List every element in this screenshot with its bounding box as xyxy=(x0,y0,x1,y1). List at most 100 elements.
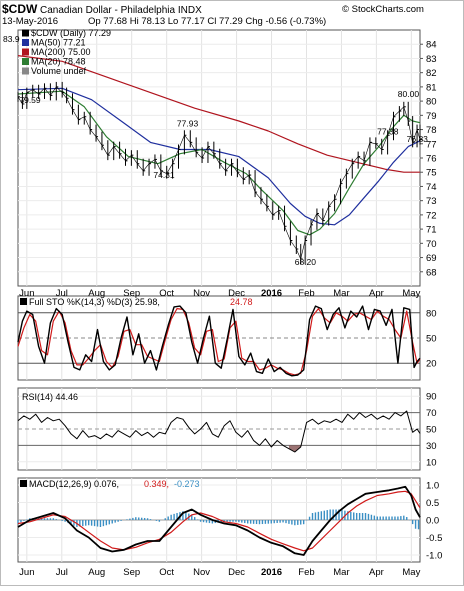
macd-ytick-label: -1.0 xyxy=(426,551,442,562)
macd-histogram-bar xyxy=(276,520,277,523)
macd-histogram-bar xyxy=(274,520,275,523)
macd-histogram-bar xyxy=(371,515,372,520)
x-tick-label: Oct xyxy=(159,288,174,299)
price-ytick-label: 83 xyxy=(426,54,437,65)
macd-histogram-bar xyxy=(350,512,351,520)
rsi-plot-area xyxy=(18,388,420,470)
price-legend-swatch xyxy=(22,39,29,46)
macd-histogram-bar xyxy=(144,518,145,520)
x-tick-label: May xyxy=(402,288,420,299)
macd-histogram-bar xyxy=(147,518,148,520)
macd-histogram-bar xyxy=(97,520,98,527)
x-tick-label-bottom: Apr xyxy=(369,567,384,578)
x-tick-label-bottom: Mar xyxy=(333,567,349,578)
x-tick-label: Sep xyxy=(123,288,140,299)
macd-histogram-bar xyxy=(109,520,110,524)
macd-histogram-bar xyxy=(138,517,139,520)
x-tick-label-bottom: Oct xyxy=(159,567,174,578)
stochastic-ytick-label: 50 xyxy=(426,334,437,345)
rsi-ytick-label: 30 xyxy=(426,441,437,452)
x-tick-label: Apr xyxy=(369,288,384,299)
macd-histogram-bar xyxy=(173,514,174,520)
macd-histogram-bar xyxy=(380,517,381,521)
x-tick-label-bottom: Jul xyxy=(56,567,68,578)
macd-histogram-bar xyxy=(265,520,266,524)
macd-histogram-bar xyxy=(321,511,322,520)
x-tick-label-bottom: Aug xyxy=(88,567,105,578)
x-tick-label: Feb xyxy=(298,288,314,299)
macd-histogram-bar xyxy=(165,518,166,520)
macd-histogram-bar xyxy=(94,520,95,526)
macd-histogram-bar xyxy=(100,520,101,527)
price-ytick-label: 71 xyxy=(426,225,437,236)
price-annotation: 79.59 xyxy=(19,95,41,105)
macd-histogram-bar xyxy=(394,517,395,521)
macd-histogram-bar xyxy=(120,520,121,521)
stochastic-plot-area xyxy=(18,296,420,380)
macd-histogram-bar xyxy=(309,517,310,520)
rsi-ytick-label: 10 xyxy=(426,457,437,468)
macd-histogram-bar xyxy=(253,520,254,524)
price-legend-label: MA(50) 77.21 xyxy=(31,38,86,48)
macd-histogram-bar xyxy=(418,520,419,529)
macd-histogram-bar xyxy=(85,520,86,526)
price-legend-swatch xyxy=(22,49,29,56)
macd-histogram-bar xyxy=(106,520,107,525)
macd-histogram-bar xyxy=(356,513,357,520)
rsi-ytick-label: 50 xyxy=(426,425,437,436)
price-annotation: 74.31 xyxy=(153,170,175,180)
price-legend-swatch xyxy=(22,58,29,65)
x-tick-label-bottom: Sep xyxy=(123,567,140,578)
x-tick-label: Jun xyxy=(19,288,34,299)
macd-histogram-bar xyxy=(365,513,366,520)
macd-histogram-bar xyxy=(250,520,251,524)
price-ytick-label: 84 xyxy=(426,40,437,51)
price-ytick-label: 76 xyxy=(426,154,437,165)
x-tick-label-bottom: May xyxy=(402,567,420,578)
macd-legend-label: MACD(12,26,9) 0.076, xyxy=(29,479,119,489)
x-tick-label-bottom: Dec xyxy=(228,567,245,578)
macd-histogram-bar xyxy=(368,514,369,520)
macd-histogram-bar xyxy=(114,520,115,523)
price-legend-swatch xyxy=(22,30,29,37)
macd-histogram-bar xyxy=(282,520,283,522)
price-ytick-label: 82 xyxy=(426,68,437,79)
price-ytick-label: 75 xyxy=(426,168,437,179)
stochastic-ytick-label: 20 xyxy=(426,359,437,370)
macd-histogram-bar xyxy=(385,517,386,521)
macd-legend-swatch xyxy=(20,480,27,487)
rsi-legend-label: RSI(14) 44.46 xyxy=(22,392,78,402)
price-annotation: 76.83 xyxy=(407,134,429,144)
macd-histogram-bar xyxy=(103,520,104,526)
macd-histogram-bar xyxy=(259,520,260,524)
macd-histogram-bar xyxy=(226,520,227,522)
price-annotation: 77.38 xyxy=(377,126,399,136)
macd-histogram-bar xyxy=(194,517,195,520)
macd-histogram-bar xyxy=(229,520,230,522)
macd-histogram-bar xyxy=(238,520,239,522)
macd-histogram-bar xyxy=(377,517,378,521)
x-tick-label: Mar xyxy=(333,288,349,299)
macd-histogram-bar xyxy=(206,520,207,523)
macd-histogram-bar xyxy=(64,520,65,522)
price-legend-swatch xyxy=(22,68,29,75)
macd-histogram-bar xyxy=(406,517,407,520)
macd-histogram-bar xyxy=(20,520,21,522)
macd-histogram-bar xyxy=(318,512,319,520)
macd-histogram-bar xyxy=(353,512,354,520)
macd-histogram-bar xyxy=(167,517,168,521)
chart-date: 13-May-2016 xyxy=(2,16,58,27)
macd-histogram-bar xyxy=(297,520,298,525)
macd-histogram-bar xyxy=(362,513,363,520)
price-annotation: 77.93 xyxy=(177,119,199,129)
macd-histogram-bar xyxy=(47,518,48,520)
macd-histogram-bar xyxy=(397,517,398,521)
macd-histogram-bar xyxy=(126,519,127,520)
macd-histogram-bar xyxy=(141,518,142,520)
macd-histogram-bar xyxy=(415,520,416,529)
macd-histogram-bar xyxy=(156,520,157,521)
macd-ytick-label: 1.0 xyxy=(426,481,439,492)
macd-histogram-bar xyxy=(61,520,62,521)
